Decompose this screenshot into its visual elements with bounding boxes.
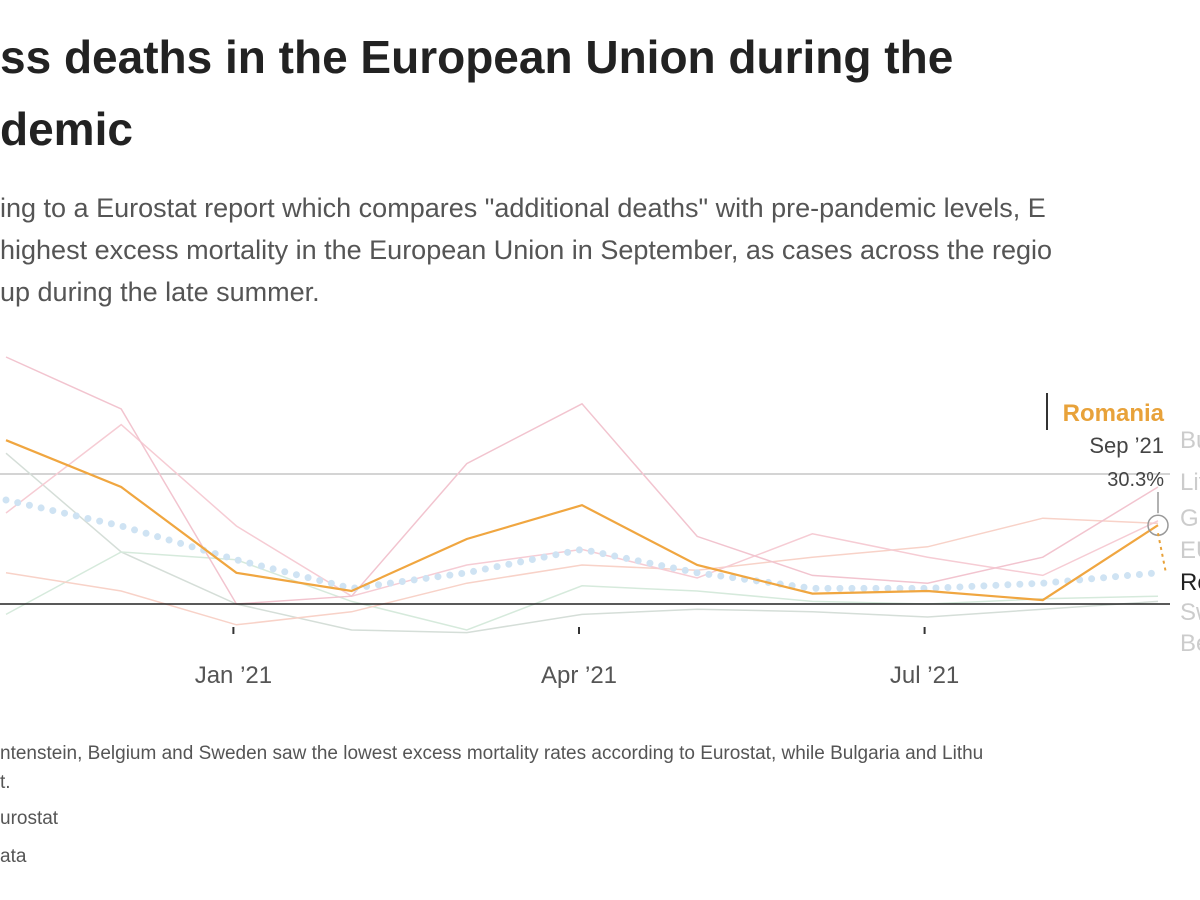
highlight-date: Sep ’21 <box>1089 433 1164 458</box>
line-chart: Jan ’21 Apr ’21 Jul ’21 Romania Sep ’21 30.3%… <box>0 356 1200 689</box>
footnote-line-2: t. <box>0 772 11 793</box>
x-tick-label: Jul ’21 <box>890 662 959 689</box>
highlight-value: 30.3% <box>1107 469 1164 491</box>
end-label-eu: EU <box>1180 537 1200 564</box>
series-line-sweden <box>5 551 1159 631</box>
x-tick-label: Apr ’21 <box>541 662 617 689</box>
end-label-sweden: Sweden <box>1180 599 1200 626</box>
footnote-line-1: ntenstein, Belgium and Sweden saw the lo… <box>0 743 984 764</box>
chart-title-line-2: demic <box>0 103 133 155</box>
series-line-bulgaria <box>5 356 1159 605</box>
end-label-lithuania: Lithuania <box>1180 469 1200 496</box>
subtitle-line-2: highest excess mortality in the European… <box>0 235 1053 265</box>
end-label-greece: Greece <box>1180 505 1200 532</box>
data-label: ata <box>0 846 27 867</box>
chart-title-line-1: ss deaths in the European Union during t… <box>0 31 954 83</box>
highlight-name: Romania <box>1063 400 1165 427</box>
series-line-eu <box>2 496 1162 592</box>
series-line-greece <box>5 517 1159 626</box>
series-line-belgium <box>5 452 1159 634</box>
end-label-belgium: Belgium <box>1180 630 1200 657</box>
subtitle-line-3: up during the late summer. <box>0 277 320 307</box>
end-label-romania: Romania <box>1180 569 1200 596</box>
subtitle-line-1: ing to a Eurostat report which compares … <box>0 193 1046 223</box>
source-label: urostat <box>0 808 59 829</box>
series-line-romania <box>5 439 1159 602</box>
end-label-bulgaria: Bulgaria <box>1180 427 1200 454</box>
x-tick-label: Jan ’21 <box>195 662 272 689</box>
romania-connector <box>1157 533 1167 574</box>
